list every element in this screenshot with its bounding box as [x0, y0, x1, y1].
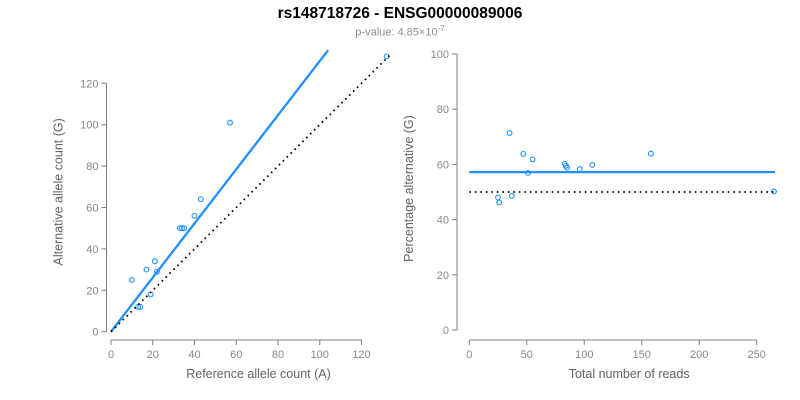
x-tick-label: 100 — [575, 349, 593, 361]
data-point — [576, 166, 583, 173]
y-tick-label: 60 — [437, 159, 449, 171]
y-tick-label: 0 — [443, 325, 449, 337]
x-tick-label: 150 — [633, 349, 651, 361]
fit-line — [110, 49, 330, 333]
data-point — [135, 303, 142, 310]
figure-title: rs148718726 - ENSG00000089006 — [277, 5, 523, 22]
x-tick-label: 100 — [311, 349, 329, 361]
pvalue-text: p-value: 4.85×10 — [355, 26, 438, 39]
data-point — [647, 150, 654, 157]
data-point — [137, 303, 144, 310]
x-tick-label: 80 — [272, 349, 284, 361]
y-tick-label: 40 — [437, 215, 449, 227]
x-tick-label: 60 — [230, 349, 242, 361]
y-tick-label: 80 — [437, 104, 449, 116]
allele-count-panel: 0 20 40 60 80 100 120 Reference allele count (A… — [52, 49, 391, 381]
data-point — [128, 277, 135, 283]
x-axis-title: Reference allele count (A) — [186, 367, 331, 381]
x-tick-label: 40 — [188, 349, 200, 361]
data-point — [770, 188, 777, 195]
y-tick-label: 120 — [80, 78, 98, 90]
data-point — [520, 150, 527, 157]
y-tick-label: 60 — [86, 203, 98, 215]
x-tick-label: 50 — [521, 349, 533, 361]
data-point — [197, 196, 204, 203]
x-tick-label: 0 — [108, 349, 114, 361]
x-tick-label: 20 — [147, 349, 159, 361]
y-tick-label: 80 — [86, 161, 98, 173]
data-point — [495, 194, 501, 201]
data-point — [179, 225, 185, 232]
y-tick-label: 40 — [86, 244, 98, 256]
data-point — [589, 162, 596, 168]
x-axis-title: Total number of reads — [569, 367, 690, 381]
data-point — [529, 156, 536, 163]
data-point — [227, 119, 233, 126]
data-point — [496, 199, 503, 206]
x-tick-label: 200 — [690, 349, 708, 361]
data-point — [506, 129, 513, 136]
percentage-reads-panel: 0 50 100 150 200 250 Total number of reads 0 20 4… — [402, 49, 777, 381]
y-axis-title: Alternative allele count (G) — [52, 118, 66, 265]
data-point — [151, 258, 158, 265]
data-point — [181, 225, 188, 232]
x-tick-label: 250 — [748, 349, 766, 361]
y-tick-label: 20 — [86, 285, 98, 297]
data-point — [564, 164, 570, 171]
identity-line — [110, 54, 391, 333]
data-point — [191, 212, 198, 219]
data-point — [508, 192, 515, 199]
y-tick-label: 100 — [80, 120, 98, 132]
y-tick-label: 0 — [92, 327, 98, 339]
figure-subtitle: p-value: 4.85×10-7 — [0, 24, 800, 39]
y-axis-title: Percentage alternative (G) — [402, 115, 416, 262]
y-tick-label: 20 — [437, 270, 449, 282]
data-point — [143, 266, 150, 273]
data-point — [153, 268, 160, 275]
x-tick-label: 120 — [352, 349, 370, 361]
data-point — [176, 225, 183, 232]
x-tick-label: 0 — [466, 349, 472, 361]
y-tick-label: 100 — [431, 49, 449, 61]
pvalue-exponent: -7 — [437, 24, 445, 33]
